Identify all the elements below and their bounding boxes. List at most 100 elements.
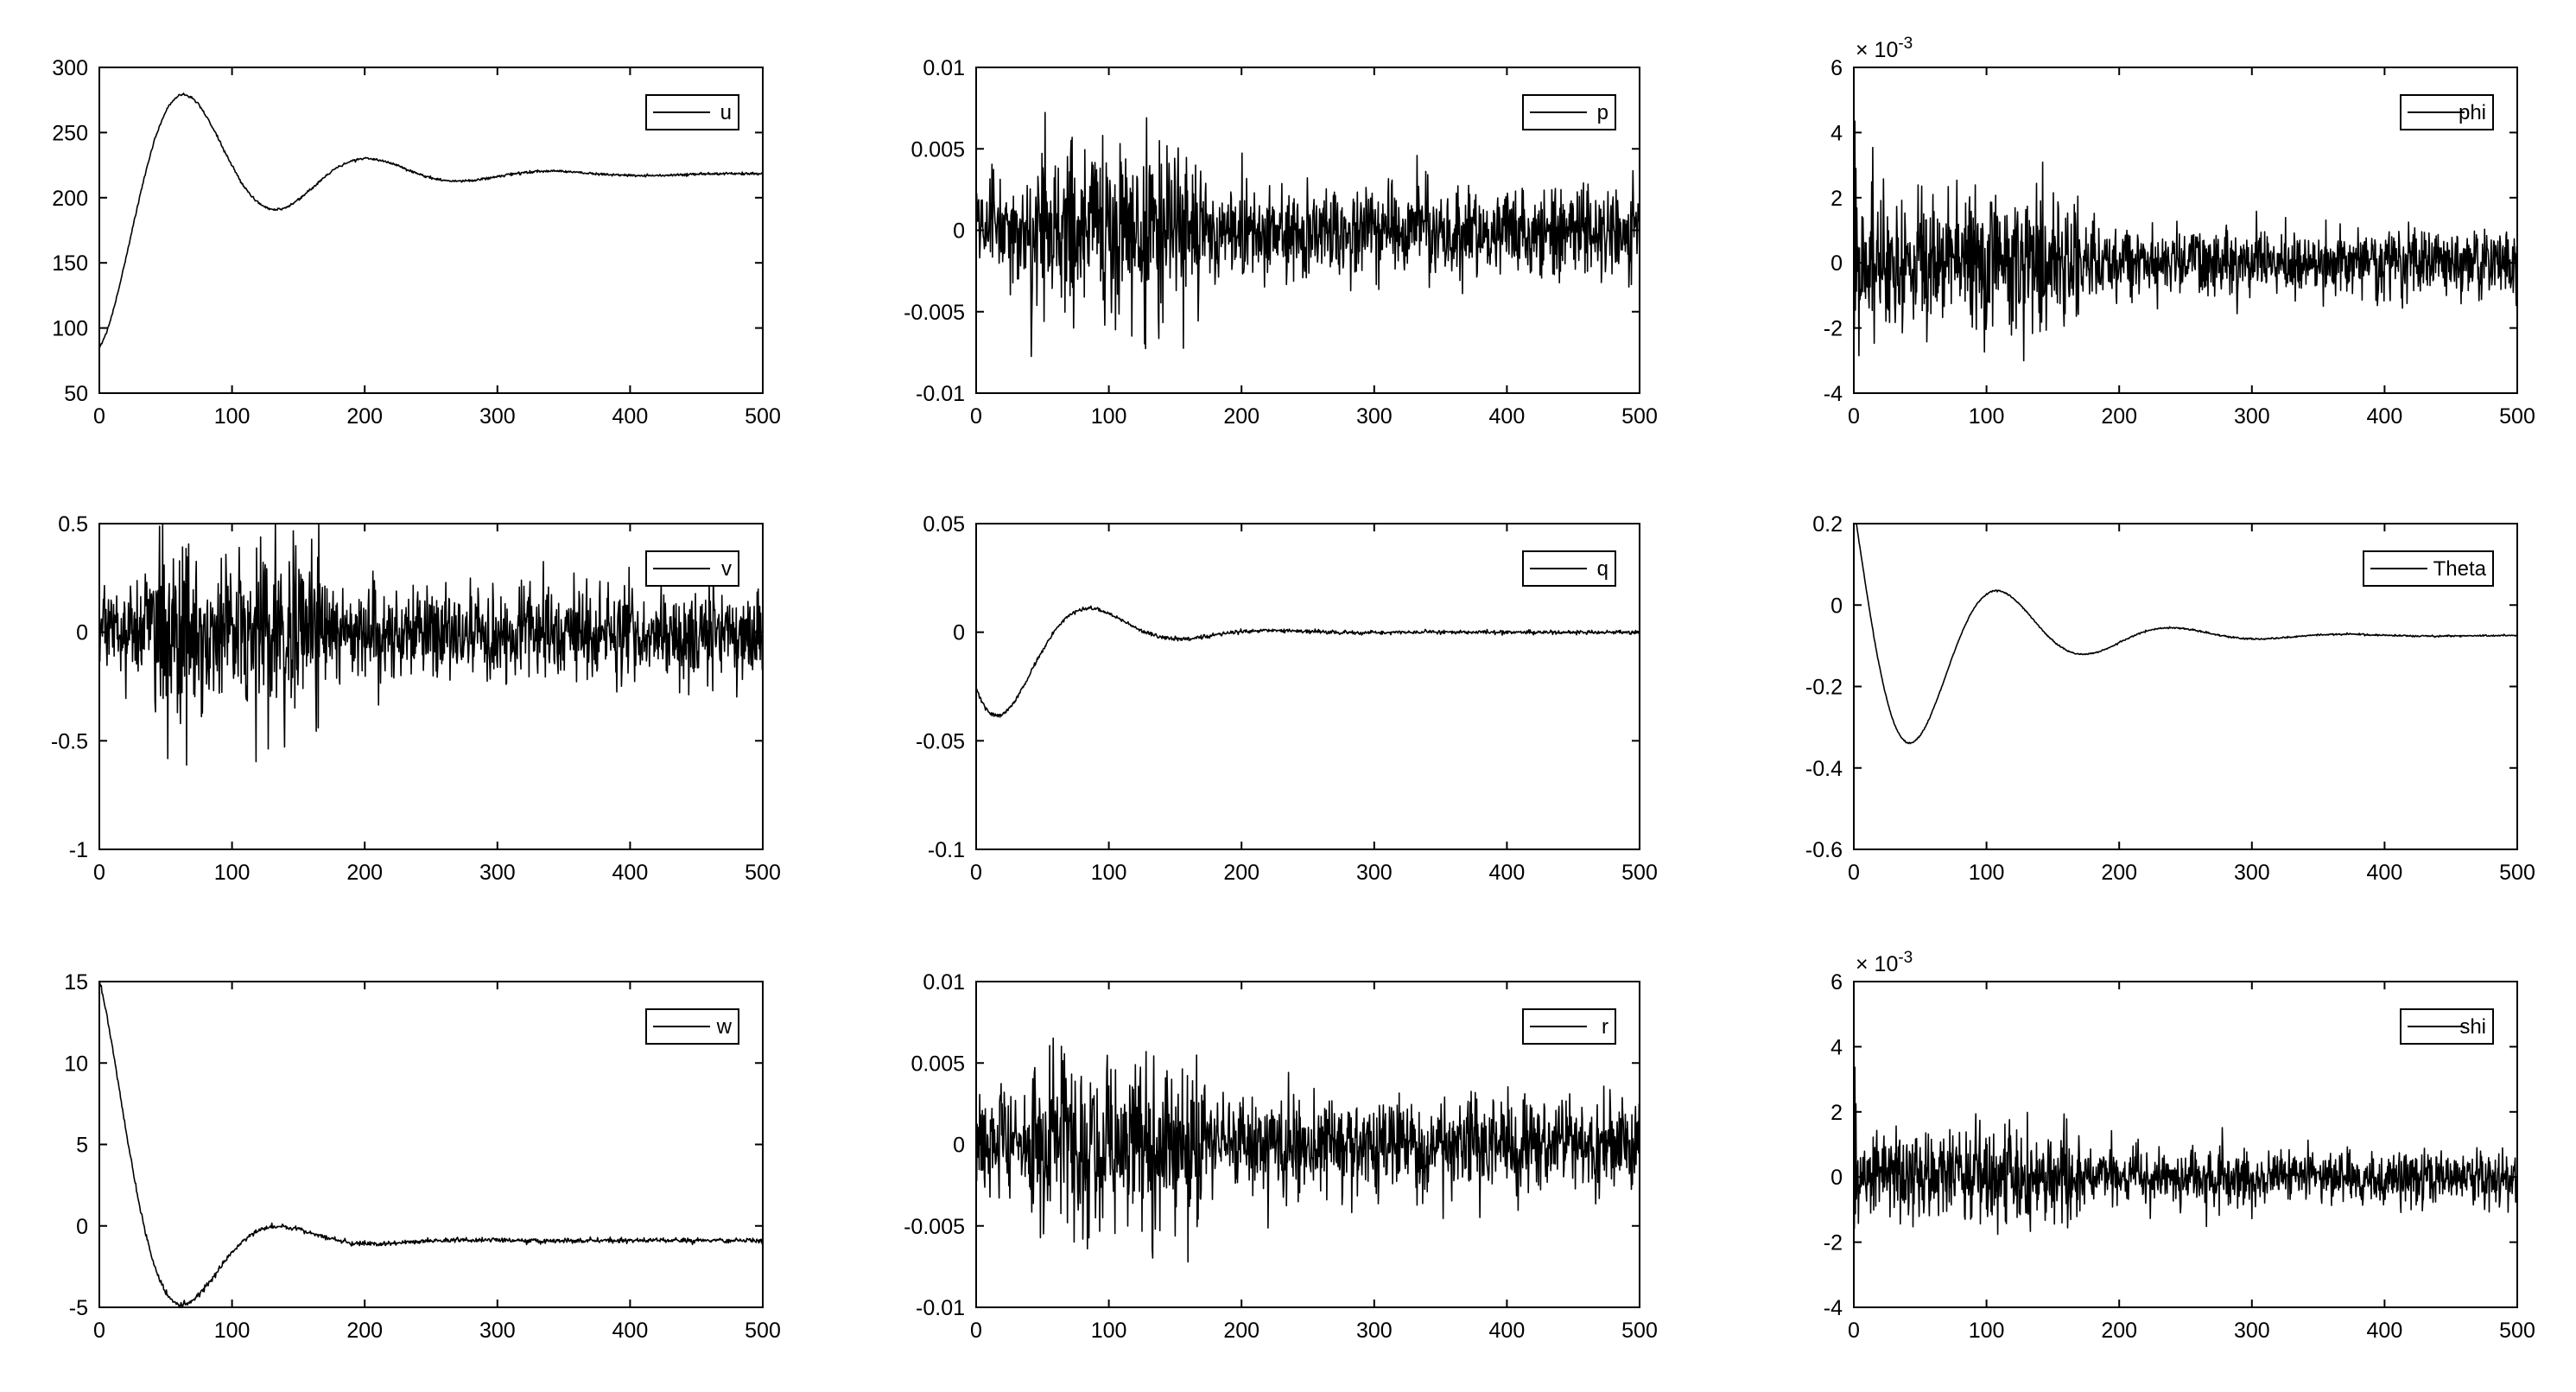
y-tick-label: 0 [76,1215,88,1239]
y-tick-label: -0.005 [904,1215,965,1239]
x-tick-label: 0 [1848,1319,1860,1343]
y-tick-label: -4 [1824,382,1843,406]
y-tick-label: 5 [76,1134,88,1158]
y-tick-label: -1 [69,838,88,862]
x-tick-label: 400 [612,1319,649,1343]
y-tick-label: 0 [1830,1166,1843,1190]
x-tick-label: 500 [745,1319,781,1343]
x-tick-label: 100 [214,861,251,885]
y-tick-label: 4 [1830,1035,1843,1059]
x-tick-label: 400 [1489,861,1526,885]
x-tick-label: 0 [1848,861,1860,885]
y-tick-label: 0 [1830,594,1843,618]
y-tick-label: 150 [52,251,88,276]
subplot-p: 0 100 200 300 400 500 -0.01 -0.005 0 0.005 0.01 p [904,56,1658,429]
x-tick-label: 200 [346,1319,383,1343]
x-tick-label: 300 [1356,861,1393,885]
y-tick-label: -4 [1824,1296,1843,1320]
x-tick-label: 0 [970,861,982,885]
y-tick-label: -2 [1824,1231,1843,1255]
x-tick-label: 400 [2367,404,2403,429]
legend-label: r [1602,1015,1608,1039]
x-tick-label: 0 [970,1319,982,1343]
x-tick-label: 100 [1091,404,1127,429]
y-tick-label: 100 [52,317,88,341]
y-tick-label: 2 [1830,187,1843,211]
x-tick-label: 400 [612,404,649,429]
x-tick-label: 300 [479,1319,516,1343]
y-tick-label: -0.2 [1805,676,1843,700]
series-line-v [99,524,763,766]
x-tick-label: 200 [346,404,383,429]
y-tick-label: 250 [52,121,88,145]
x-tick-label: 0 [93,1319,105,1343]
legend-label: phi [2459,101,2486,124]
legend-label: q [1597,557,1608,581]
y-tick-label: 0 [953,621,965,645]
y-tick-label: 0.005 [910,1052,965,1076]
series-line-u [99,92,763,349]
x-tick-label: 100 [1969,404,2005,429]
subplot-r: 0 100 200 300 400 500 -0.01 -0.005 0 0.005 0.01 r [904,970,1658,1343]
x-tick-label: 300 [479,861,516,885]
legend-label: shi [2459,1015,2486,1039]
x-tick-label: 400 [2367,861,2403,885]
legend-label: u [720,101,732,124]
subplot-v: 0 100 200 300 400 500 -1 -0.5 0 0.5 v [51,512,781,885]
y-tick-label: 10 [64,1052,88,1076]
y-tick-label: 6 [1830,970,1843,995]
series-line-phi [1854,73,2517,362]
y-tick-label: -5 [69,1296,88,1320]
y-tick-label: 0.2 [1812,512,1843,537]
x-tick-label: 0 [1848,404,1860,429]
y-tick-label: 0 [76,621,88,645]
x-tick-label: 300 [2234,404,2270,429]
subplot-theta: 0 100 200 300 400 500 -0.6 -0.4 -0.2 0 0.2 Theta [1805,512,2535,885]
series-line-theta [1856,524,2517,745]
legend-label: v [721,557,732,581]
legend-label: w [716,1015,733,1039]
y-tick-label: 0 [1830,251,1843,276]
x-tick-label: 200 [1223,404,1259,429]
x-tick-label: 400 [2367,1319,2403,1343]
y-tick-label: 0.5 [58,512,88,537]
y-tick-label: 0.05 [923,512,965,537]
x-tick-label: 500 [1621,861,1658,885]
y-tick-label: 50 [64,382,88,406]
y-tick-label: -0.4 [1805,757,1843,781]
y-tick-label: -0.05 [916,729,965,753]
y-tick-label: -0.005 [904,301,965,325]
y-tick-label: 2 [1830,1101,1843,1125]
x-tick-label: 0 [93,404,105,429]
x-tick-label: 500 [1621,404,1658,429]
y-tick-label: 300 [52,56,88,80]
x-tick-label: 200 [1223,861,1259,885]
y-tick-label: -0.01 [916,1296,965,1320]
legend-label: Theta [2433,557,2487,581]
x-tick-label: 400 [1489,404,1526,429]
y-tick-label: 6 [1830,56,1843,80]
x-tick-label: 300 [1356,404,1393,429]
x-tick-label: 100 [1091,861,1127,885]
y-tick-label: -0.1 [928,838,965,862]
y-exponent-label: × 10-3 [1856,949,1913,976]
series-line-w [99,982,763,1307]
subplot-phi: 0 100 200 300 400 500 -4 -2 0 2 4 6 × 10-3 phi [1824,35,2535,429]
x-tick-label: 0 [970,404,982,429]
x-tick-label: 100 [1091,1319,1127,1343]
legend-label: p [1597,101,1608,124]
x-tick-label: 500 [2499,1319,2535,1343]
x-tick-label: 100 [214,1319,251,1343]
x-tick-label: 100 [1969,861,2005,885]
x-tick-label: 300 [1356,1319,1393,1343]
y-tick-label: 15 [64,970,88,995]
x-tick-label: 400 [1489,1319,1526,1343]
x-tick-label: 100 [214,404,251,429]
x-tick-label: 500 [745,404,781,429]
x-tick-label: 200 [2101,1319,2137,1343]
x-tick-label: 200 [2101,404,2137,429]
subplot-q: 0 100 200 300 400 500 -0.1 -0.05 0 0.05 q [916,512,1658,885]
y-tick-label: -0.01 [916,382,965,406]
